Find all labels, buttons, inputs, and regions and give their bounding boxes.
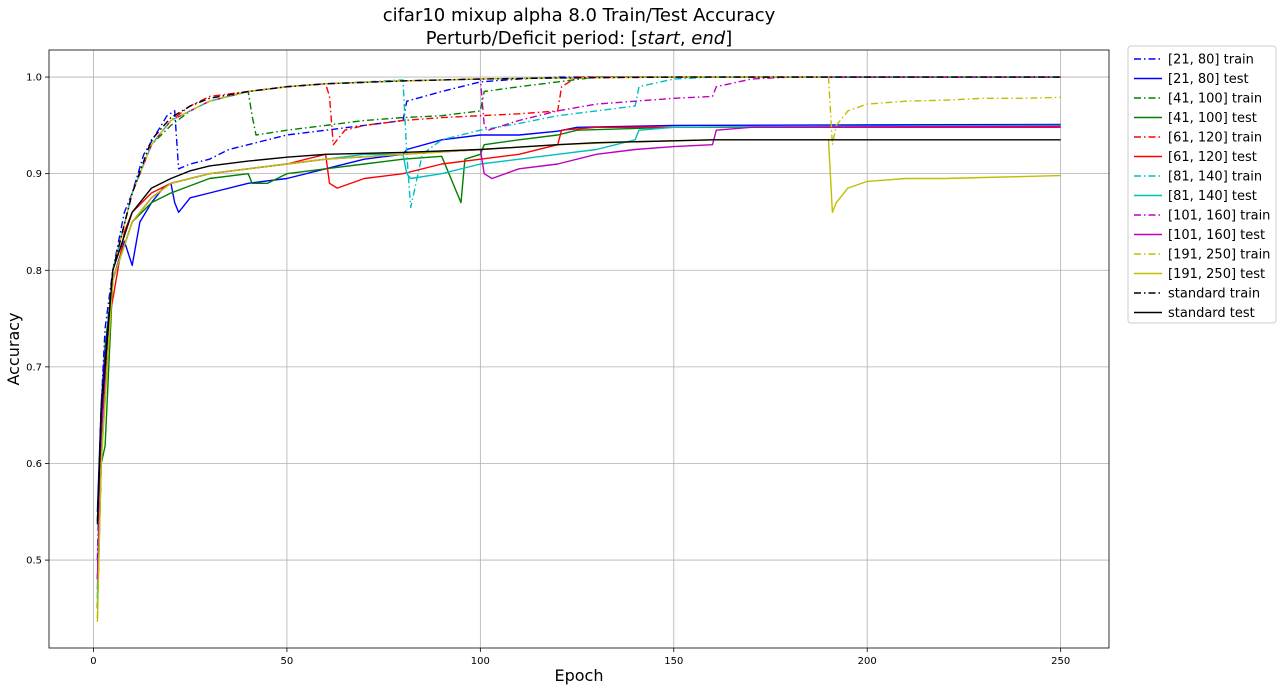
- y-tick-label: 0.6: [26, 459, 42, 470]
- x-tick-label: 250: [1051, 656, 1070, 667]
- series-line-41-100-train: [96, 76, 1061, 609]
- legend-label-41-100-train: [41, 100] train: [1168, 92, 1262, 107]
- series-line-standard-train: [96, 76, 1061, 522]
- subtitle-start: start: [638, 28, 681, 49]
- legend-box: [1127, 45, 1277, 324]
- legend-label-191-250-train: [191, 250] train: [1168, 248, 1270, 263]
- y-tick-label: 0.9: [26, 169, 42, 180]
- y-tick-label: 0.5: [26, 556, 42, 567]
- series-line-191-250-test: [96, 139, 1061, 622]
- legend: [21, 80] train [21, 80] test [41, 100] tra…: [1127, 45, 1277, 324]
- y-axis-label: Accuracy: [4, 312, 23, 385]
- legend-label-101-160-train: [101, 160] train: [1168, 209, 1270, 224]
- y-tick-label: 1.0: [26, 73, 42, 84]
- legend-label-standard-test: standard test: [1168, 306, 1255, 321]
- legend-label-191-250-test: [191, 250] test: [1168, 267, 1265, 282]
- series-line-61-120-train: [96, 76, 1061, 580]
- subtitle-end: end: [691, 28, 725, 49]
- x-tick-label: 0: [90, 656, 96, 667]
- chart-title: cifar10 mixup alpha 8.0 Train/Test Accur…: [383, 5, 776, 26]
- legend-label-101-160-test: [101, 160] test: [1168, 228, 1265, 243]
- legend-label-81-140-test: [81, 140] test: [1168, 189, 1257, 204]
- legend-label-21-80-train: [21, 80] train: [1168, 53, 1254, 68]
- x-axis-label: Epoch: [555, 666, 604, 685]
- y-tick-label: 0.7: [26, 362, 42, 373]
- axis-ticks: 0 50 100 150 200 250 0.5 0.6 0.7 0.8 0.9 1.0: [26, 73, 1070, 667]
- subtitle-prefix: Perturb/Deficit period: [: [426, 28, 638, 49]
- series-line-81-140-test: [96, 124, 1061, 599]
- series-line-21-80-train: [96, 76, 1061, 561]
- subtitle-separator: ,: [680, 28, 691, 49]
- legend-label-61-120-train: [61, 120] train: [1168, 131, 1262, 146]
- x-tick-label: 100: [471, 656, 490, 667]
- x-tick-label: 200: [858, 656, 877, 667]
- chart-subtitle: Perturb/Deficit period: [start, end]: [426, 28, 733, 49]
- series-line-standard-test: [96, 139, 1061, 525]
- series-line-81-140-train: [96, 76, 1061, 599]
- series-line-101-160-train: [96, 76, 1061, 580]
- legend-label-41-100-test: [41, 100] test: [1168, 111, 1257, 126]
- series-line-61-120-test: [96, 126, 1061, 590]
- series-line-101-160-test: [96, 125, 1061, 580]
- plot-frame: [48, 49, 1110, 649]
- series-layer: [96, 76, 1061, 622]
- legend-label-81-140-train: [81, 140] train: [1168, 170, 1262, 185]
- legend-label-61-120-test: [61, 120] test: [1168, 150, 1257, 165]
- legend-label-21-80-test: [21, 80] test: [1168, 72, 1249, 87]
- subtitle-suffix: ]: [725, 28, 732, 49]
- x-tick-label: 50: [281, 656, 294, 667]
- legend-label-standard-train: standard train: [1168, 287, 1260, 302]
- y-tick-label: 0.8: [26, 266, 42, 277]
- x-tick-label: 150: [664, 656, 683, 667]
- series-line-21-80-test: [96, 123, 1061, 512]
